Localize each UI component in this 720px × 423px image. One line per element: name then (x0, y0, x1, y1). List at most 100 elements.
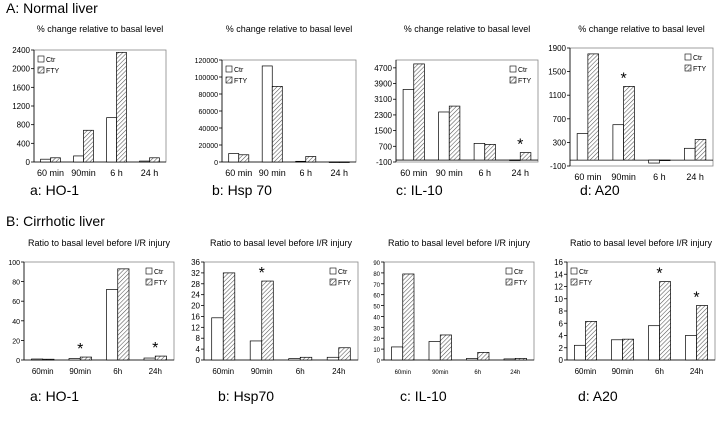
chart-5-annotation-1: * (77, 341, 83, 358)
chart-6-ytick-label-2: 8 (196, 334, 201, 343)
chart-4-bar-ctr-2 (612, 124, 624, 161)
chart-8-ytick-label-4: 8 (559, 307, 564, 316)
chart-2-bar-fty-4 (338, 161, 350, 163)
chart-6-bar-ctr-3 (288, 358, 301, 361)
chart-6-legend-label-fty: FTY (338, 280, 352, 287)
chart-2-xtick-label-1: 60 min (225, 168, 252, 178)
chart-3-caption: c: IL-10 (396, 182, 443, 198)
chart-7-panel: Ratio to basal level before I/R injury 0 1… (362, 232, 542, 388)
chart-8-legend-swatch-fty (570, 278, 578, 286)
chart-8-bar-ctr-4 (685, 335, 697, 361)
chart-4-ytick-label-0: -100 (550, 162, 567, 171)
chart-8-annotation-1: * (656, 266, 662, 283)
chart-6-ytick-label-1: 4 (196, 345, 201, 354)
chart-2-ytick-label-3: 60000 (199, 109, 219, 116)
chart-7-ytick-label-3: 30 (373, 326, 380, 332)
chart-5-caption: a: HO-1 (30, 388, 80, 404)
chart-6-bar-ctr-2 (249, 340, 263, 361)
chart-6-ytick-label-4: 16 (191, 312, 200, 321)
chart-3-bar-ctr-2 (438, 111, 450, 161)
chart-3-legend-label-fty: FTY (518, 78, 532, 85)
chart-1-legend-label-ctr: Ctr (46, 57, 56, 64)
chart-7-bar-ctr-4 (503, 358, 516, 361)
chart-3-bar-ctr-4 (509, 159, 521, 161)
chart-8-title: Ratio to basal level before I/R injury (570, 238, 713, 248)
chart-2-panel: % change relative to basal level 0 20000 40… (180, 18, 360, 178)
chart-4-bar-fty-1 (587, 53, 599, 161)
chart-1-bar-fty-4 (149, 157, 160, 163)
chart-1-ytick-label-4: 1600 (12, 83, 30, 92)
chart-7-xtick-label-4: 24h (510, 370, 520, 376)
chart-8-annotation-2: * (693, 289, 699, 306)
chart-4-annotation-1: * (621, 70, 627, 87)
chart-1-plot-frame (33, 49, 167, 163)
chart-1-ytick-label-1: 400 (17, 139, 31, 148)
chart-8-bar-fty-2 (622, 338, 634, 361)
chart-1-legend-swatch-ctr (37, 55, 45, 63)
chart-8-panel: Ratio to basal level before I/R injury 0 2… (545, 232, 720, 388)
chart-2-ytick-label-4: 80000 (199, 92, 219, 99)
chart-4-panel: % change relative to basal level -100 300 7… (545, 18, 720, 182)
chart-7-legend-label-ctr: Ctr (514, 269, 524, 276)
chart-8-caption: d: A20 (578, 388, 618, 404)
chart-8-svg: Ratio to basal level before I/R injury 0 2… (554, 238, 716, 376)
section-title-cirrhotic-liver: B: Cirrhotic liver (6, 213, 105, 229)
chart-8-bar-ctr-3 (648, 325, 660, 361)
chart-2-xtick-label-4: 24 h (330, 168, 348, 178)
chart-5-title: Ratio to basal level before I/R injury (28, 238, 171, 248)
chart-2-bar-ctr-4 (328, 161, 340, 163)
chart-7-legend-swatch-fty (505, 278, 513, 286)
chart-6-annotation-1: * (259, 265, 265, 282)
chart-2-legend-swatch-ctr (225, 65, 233, 73)
chart-4-ytick-label-1: 300 (553, 138, 567, 147)
chart-7-ytick-label-2: 20 (373, 337, 380, 343)
chart-6-caption: b: Hsp70 (218, 388, 275, 404)
chart-1-bar-ctr-3 (106, 117, 117, 163)
chart-5-ytick-label-3: 60 (12, 299, 20, 306)
chart-6-legend-label-ctr: Ctr (338, 269, 348, 276)
chart-3-bar-fty-1 (413, 63, 425, 161)
chart-8-legend-swatch-ctr (570, 267, 578, 275)
chart-6-ytick-label-7: 28 (191, 280, 200, 289)
chart-1-panel: % change relative to basal level 0 400 800 1… (0, 18, 172, 178)
chart-4-ytick-label-5: 1900 (548, 44, 566, 53)
chart-2-bar-ctr-1 (228, 153, 240, 163)
chart-7-ytick-label-6: 60 (373, 294, 380, 300)
chart-2-plot-frame (221, 59, 357, 163)
chart-6-xtick-label-2: 90min (251, 367, 273, 376)
chart-4-legend-label-ctr: Ctr (693, 55, 703, 62)
chart-7-ytick-label-0: 0 (377, 359, 381, 365)
chart-2-legend-swatch-fty (225, 76, 233, 84)
chart-7-ytick-label-5: 50 (373, 305, 380, 311)
chart-8-legend-label-fty: FTY (579, 280, 593, 287)
chart-1-xtick-label-4: 24 h (141, 168, 159, 178)
chart-6-legend-swatch-ctr (329, 267, 337, 275)
chart-6-ytick-label-3: 12 (191, 323, 200, 332)
chart-6-svg: Ratio to basal level before I/R injury 0 4… (191, 238, 359, 376)
chart-8-ytick-label-7: 14 (554, 270, 563, 279)
chart-5-ytick-label-1: 20 (12, 338, 20, 345)
chart-7-bar-fty-3 (477, 352, 490, 361)
chart-3-xtick-label-3: 6 h (478, 168, 491, 178)
chart-7-bar-ctr-1 (391, 346, 404, 361)
chart-4-bar-fty-3 (659, 159, 671, 161)
chart-2-xtick-label-2: 90 min (259, 168, 286, 178)
chart-7-ytick-label-7: 70 (373, 283, 380, 289)
chart-8-xtick-label-4: 24h (690, 367, 703, 376)
chart-4-title: % change relative to basal level (578, 24, 705, 34)
chart-1-bar-ctr-4 (139, 160, 150, 163)
chart-2-ytick-label-0: 0 (214, 160, 218, 167)
chart-3-xtick-label-4: 24 h (511, 168, 529, 178)
chart-3-ytick-label-4: 3100 (374, 95, 392, 104)
chart-3-annotation-1: * (517, 137, 523, 154)
chart-2-bar-fty-1 (238, 154, 250, 163)
chart-8-bar-ctr-1 (574, 344, 586, 361)
chart-3-panel: % change relative to basal level -100 700 1… (362, 18, 542, 178)
chart-2-title: % change relative to basal level (226, 24, 353, 34)
chart-3-bar-fty-4 (519, 152, 532, 161)
chart-1-xtick-label-1: 60 min (37, 168, 64, 178)
chart-5-annotation-2: * (152, 340, 158, 357)
chart-2-ytick-label-2: 40000 (199, 126, 219, 133)
chart-2-bar-fty-3 (305, 156, 317, 163)
chart-1-title: % change relative to basal level (37, 24, 164, 34)
